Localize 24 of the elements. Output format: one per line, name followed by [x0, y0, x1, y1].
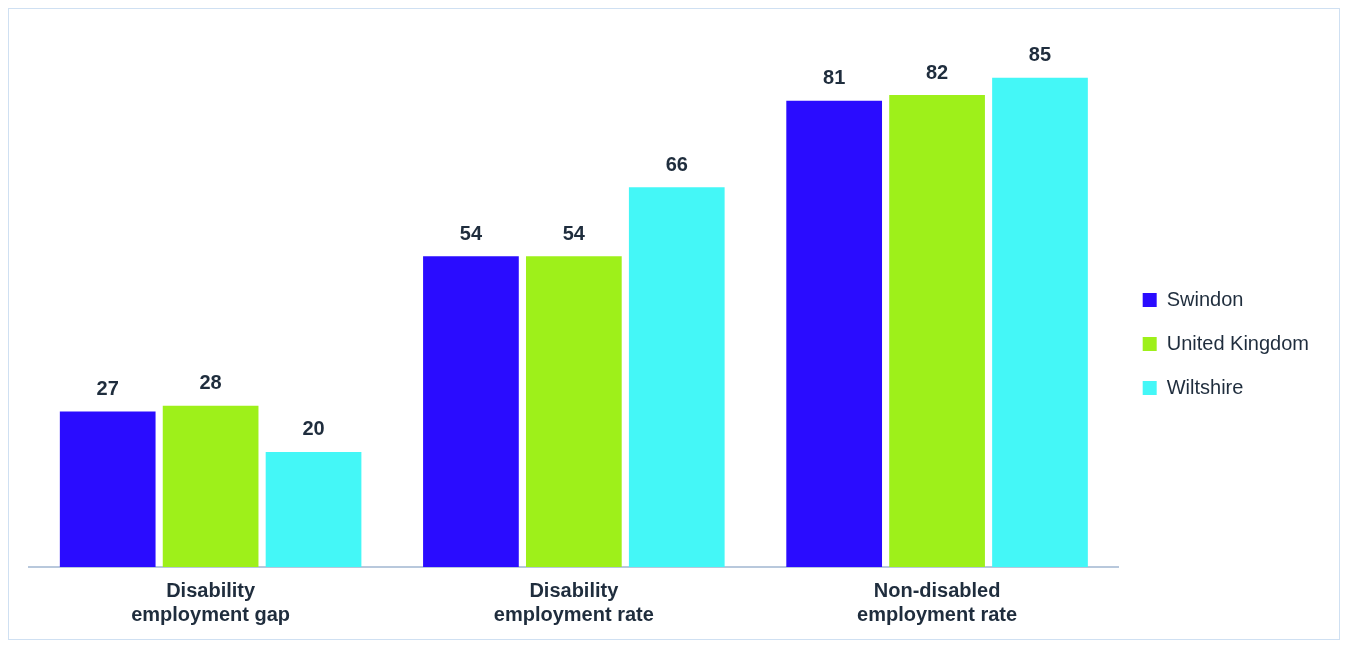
legend-label: United Kingdom: [1166, 331, 1310, 354]
data-label: 82: [925, 60, 949, 83]
bar: [992, 77, 1088, 567]
bar: [162, 405, 259, 567]
bar: [423, 256, 519, 567]
bar: [889, 95, 985, 567]
legend-label: Swindon: [1166, 287, 1244, 310]
data-label: 85: [1028, 43, 1052, 66]
data-label: 20: [302, 417, 325, 440]
x-tick-label: Disability employment gap: [131, 578, 291, 625]
data-label: 27: [96, 377, 119, 400]
data-label: 66: [665, 152, 688, 175]
bar: [265, 451, 362, 567]
data-label: 54: [459, 221, 483, 244]
x-tick-label: Non-disabled employment rate: [857, 578, 1018, 625]
data-label: 81: [823, 66, 846, 89]
bar: [628, 187, 725, 567]
bar: [786, 100, 883, 567]
data-label: 54: [562, 221, 586, 244]
legend-label: Wiltshire: [1166, 375, 1244, 398]
data-label: 28: [199, 371, 222, 394]
bar: [525, 256, 622, 567]
x-tick-label: Disability employment rate: [493, 578, 654, 625]
bar: [59, 411, 156, 567]
